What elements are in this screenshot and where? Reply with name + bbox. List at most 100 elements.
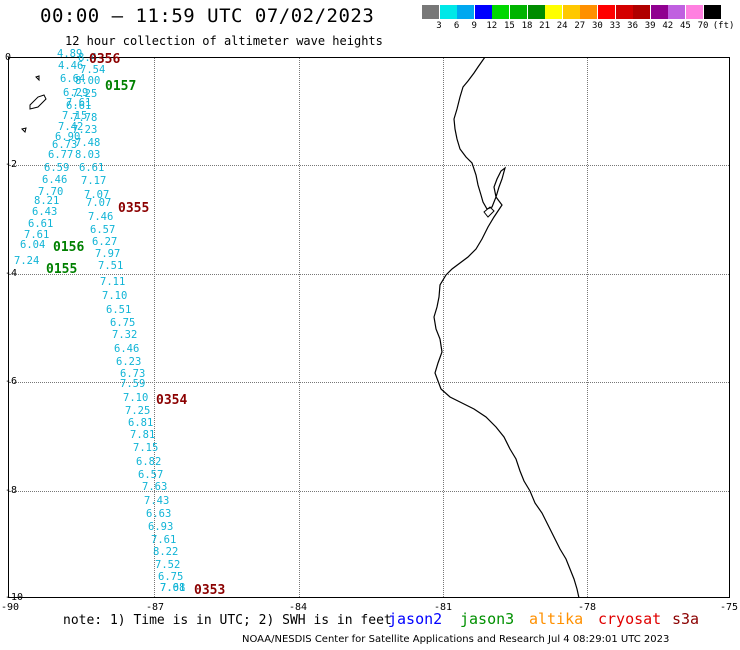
- wave-height-observation: 6.61: [28, 218, 54, 230]
- gridline-lon: [154, 58, 155, 597]
- lat-label: -10: [5, 592, 24, 603]
- satellite-legend-cryosat: cryosat: [598, 610, 662, 628]
- wave-height-observation: 6.57: [138, 469, 164, 481]
- scale-level-label: 21: [539, 21, 551, 31]
- footer-note: note: 1) Time is in UTC; 2) SWH is in fe…: [63, 613, 392, 628]
- wave-height-observation: 6.63: [146, 508, 172, 520]
- wave-height-observation: 7.51: [98, 260, 124, 272]
- scale-swatch: [615, 5, 633, 19]
- wave-height-observation: 7.54: [80, 64, 106, 76]
- wave-height-observation: 6.46: [114, 343, 140, 355]
- wave-height-observation: 7.17: [81, 175, 107, 187]
- wave-height-observation: 6.23: [116, 356, 142, 368]
- scale-unit-label: (ft): [712, 21, 735, 31]
- satellite-legend-jason2: jason2: [388, 610, 443, 628]
- scale-level-label: 12: [486, 21, 498, 31]
- wave-height-observation: 6.04: [20, 239, 46, 251]
- scale-level-label: 18: [521, 21, 533, 31]
- scale-swatch: [598, 5, 615, 19]
- lon-label: -81: [434, 602, 453, 613]
- wave-height-observation: 6.57: [90, 224, 116, 236]
- wave-height-observation: 6.51: [106, 304, 132, 316]
- wave-height-observation: 6.29: [63, 87, 89, 99]
- map-subtitle: 12 hour collection of altimeter wave hei…: [65, 34, 383, 48]
- wave-height-observation: 6.77: [48, 149, 74, 161]
- wave-height-observation: 7.48: [75, 137, 101, 149]
- wave-height-observation: 7.42: [58, 121, 84, 133]
- scale-swatch: [703, 5, 721, 19]
- coastline-map: [21, 57, 580, 598]
- lon-label: -75: [720, 602, 739, 613]
- scale-swatch: [686, 5, 703, 19]
- wave-height-observation: 7.63: [142, 481, 168, 493]
- lat-label: 0: [5, 52, 12, 63]
- wave-height-observation: 7.10: [123, 392, 149, 404]
- gridline-lat: [9, 165, 729, 166]
- lat-label: -6: [5, 376, 18, 387]
- wave-height-observation: 7.15: [133, 442, 159, 454]
- scale-swatch: [492, 5, 510, 19]
- wave-height-observation: 7.61: [66, 97, 92, 109]
- scale-swatch: [474, 5, 492, 19]
- scale-swatch: [510, 5, 527, 19]
- gridline-lon: [443, 58, 444, 597]
- wave-height-observation: 8.00: [75, 75, 101, 87]
- scale-swatch: [527, 5, 545, 19]
- wave-height-observation: 7.25: [125, 405, 151, 417]
- wave-height-observation: 7.68: [160, 582, 186, 594]
- pass-time-label: 0353: [194, 583, 226, 598]
- gridline-lat: [9, 382, 729, 383]
- wave-height-observation: 7.24: [14, 255, 40, 267]
- wave-height-observation: 4.89: [57, 48, 83, 60]
- wave-height-observation: 6.82: [136, 456, 162, 468]
- wave-height-observation: 7.43: [144, 495, 170, 507]
- lon-label: -84: [289, 602, 308, 613]
- pass-time-label: 0356: [89, 52, 121, 67]
- galapagos-island: [21, 127, 27, 133]
- gridline-lat: [9, 491, 729, 492]
- wave-height-observation: 7.23: [72, 124, 98, 136]
- scale-swatch: [580, 5, 598, 19]
- scale-swatch: [633, 5, 651, 19]
- scale-level-label: 33: [609, 21, 621, 31]
- scale-swatch: [422, 5, 439, 19]
- wave-height-observation: 7.11: [100, 276, 126, 288]
- wave-height-observation: 7.61: [151, 534, 177, 546]
- wave-height-observation: 7.59: [120, 378, 146, 390]
- wave-height-observation: 6.27: [92, 236, 118, 248]
- scale-level-label: 27: [574, 21, 586, 31]
- scale-level-label: 3: [436, 21, 442, 31]
- scale-level-label: 45: [679, 21, 691, 31]
- pass-time-label: 0355: [118, 201, 150, 216]
- credit-line: NOAA/NESDIS Center for Satellite Applica…: [242, 634, 670, 645]
- wave-height-observation: 7.52: [155, 559, 181, 571]
- coastline: [433, 57, 580, 598]
- wave-height-observation: 7.07: [84, 189, 110, 201]
- satellite-legend-jason3: jason3: [460, 610, 515, 628]
- wave-height-observation: 8.21: [34, 195, 60, 207]
- wave-height-observation: 7.61: [24, 229, 50, 241]
- gridline-lat: [9, 274, 729, 275]
- scale-level-label: 39: [644, 21, 656, 31]
- scale-level-label: 42: [662, 21, 674, 31]
- scale-level-label: 30: [591, 21, 603, 31]
- wave-height-observation: 7.70: [38, 186, 64, 198]
- lat-label: -2: [5, 159, 18, 170]
- map-plot-frame: [8, 57, 730, 598]
- wave-height-observation: 6.64: [60, 73, 86, 85]
- scale-level-label: 36: [627, 21, 639, 31]
- wave-height-observation: 6.46: [42, 174, 68, 186]
- wave-height-observation: 6.90: [55, 131, 81, 143]
- lon-label: -90: [1, 602, 20, 613]
- wave-height-observation: 7.97: [95, 248, 121, 260]
- wave-height-observation: 8.03: [75, 149, 101, 161]
- satellite-legend-s3a: s3a: [672, 610, 700, 628]
- pass-time-label: 0155: [46, 262, 78, 277]
- scale-level-label: 6: [453, 21, 460, 31]
- scale-swatch: [562, 5, 580, 19]
- wave-height-observation: 6.59: [44, 162, 70, 174]
- wave-height-observation: 7.78: [72, 112, 98, 124]
- wave-height-observation: 6.73: [52, 139, 78, 151]
- scale-level-label: 9: [471, 21, 477, 31]
- wave-height-observation: 6.93: [148, 521, 174, 533]
